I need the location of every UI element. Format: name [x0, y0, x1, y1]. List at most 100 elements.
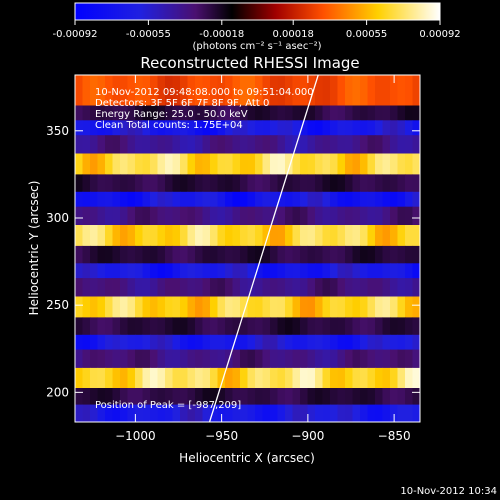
- heatmap-cell: [202, 278, 211, 297]
- heatmap-cell: [360, 153, 369, 175]
- colorbar: -0.00092 -0.00055 -0.00018 0.00018 0.00055 0.…: [53, 2, 461, 52]
- heatmap-cell: [97, 120, 106, 136]
- heatmap-cell: [105, 191, 114, 208]
- heatmap-cell: [120, 75, 129, 107]
- heatmap-cell: [180, 174, 189, 193]
- y-tick-label: 200: [46, 385, 69, 399]
- heatmap-cell: [270, 135, 279, 155]
- heatmap-cell: [412, 296, 420, 318]
- heatmap-cell: [195, 174, 204, 193]
- heatmap-cell: [397, 120, 406, 136]
- heatmap-cell: [120, 120, 129, 136]
- heatmap-cell: [75, 135, 84, 155]
- heatmap-cell: [112, 388, 121, 406]
- heatmap-cell: [300, 174, 309, 193]
- heatmap-cell: [390, 334, 399, 351]
- heatmap-cell: [202, 349, 211, 369]
- heatmap-cell: [412, 105, 420, 121]
- heatmap-cell: [277, 388, 286, 406]
- heatmap-cell: [307, 120, 316, 136]
- heatmap-cell: [105, 349, 114, 369]
- heatmap-cell: [375, 206, 384, 226]
- heatmap-cell: [180, 317, 189, 336]
- heatmap-cell: [405, 388, 414, 406]
- heatmap-cell: [285, 153, 294, 175]
- heatmap-cell: [322, 75, 331, 107]
- heatmap-cell: [247, 174, 256, 193]
- heatmap-cell: [330, 367, 339, 389]
- heatmap-cell: [90, 367, 99, 389]
- heatmap-cell: [225, 278, 234, 297]
- heatmap-cell: [82, 153, 91, 175]
- heatmap-cell: [262, 153, 271, 175]
- heatmap-cell: [180, 75, 189, 107]
- heatmap-cell: [255, 191, 264, 208]
- heatmap-cell: [210, 153, 219, 175]
- heatmap-cell: [225, 404, 234, 422]
- heatmap-cell: [375, 388, 384, 406]
- heatmap-cell: [120, 334, 129, 351]
- heatmap-cell: [397, 174, 406, 193]
- heatmap-cell: [315, 120, 324, 136]
- heatmap-cell: [75, 191, 84, 208]
- heatmap-cell: [277, 404, 286, 422]
- heatmap-cell: [112, 278, 121, 297]
- heatmap-cell: [97, 225, 106, 247]
- heatmap-cell: [135, 263, 144, 279]
- heatmap-cell: [292, 388, 301, 406]
- heatmap-cell: [255, 206, 264, 226]
- heatmap-cell: [217, 206, 226, 226]
- heatmap-cell: [412, 153, 420, 175]
- heatmap-cell: [180, 120, 189, 136]
- heatmap-cell: [285, 120, 294, 136]
- heatmap-cell: [277, 296, 286, 318]
- heatmap-cell: [262, 278, 271, 297]
- heatmap-cell: [157, 206, 166, 226]
- heatmap-cell: [247, 317, 256, 336]
- heatmap-cell: [82, 334, 91, 351]
- heatmap-cell: [360, 404, 369, 422]
- heatmap-cell: [315, 135, 324, 155]
- heatmap-cell: [97, 153, 106, 175]
- heatmap-cell: [180, 105, 189, 121]
- heatmap-cell: [225, 367, 234, 389]
- heatmap-cell: [405, 278, 414, 297]
- heatmap-cell: [187, 388, 196, 406]
- heatmap-cell: [330, 206, 339, 226]
- heatmap-cell: [97, 317, 106, 336]
- heatmap-cell: [322, 191, 331, 208]
- heatmap-cell: [337, 225, 346, 247]
- heatmap-cell: [187, 120, 196, 136]
- heatmap-cell: [195, 388, 204, 406]
- heatmap-cell: [255, 404, 264, 422]
- heatmap-cell: [127, 153, 136, 175]
- heatmap-cell: [75, 317, 84, 336]
- heatmap-cell: [240, 191, 249, 208]
- heatmap-cell: [300, 75, 309, 107]
- heatmap-cell: [195, 296, 204, 318]
- heatmap-cell: [120, 174, 129, 193]
- heatmap-cell: [262, 206, 271, 226]
- heatmap-cell: [300, 404, 309, 422]
- heatmap-cell: [210, 296, 219, 318]
- heatmap-cell: [307, 153, 316, 175]
- heatmap-cell: [307, 263, 316, 279]
- heatmap-cell: [180, 225, 189, 247]
- heatmap-cell: [217, 191, 226, 208]
- heatmap-cell: [337, 367, 346, 389]
- heatmap-cell: [345, 153, 354, 175]
- heatmap-cell: [382, 75, 391, 107]
- heatmap-cell: [142, 75, 151, 107]
- heatmap-cell: [307, 191, 316, 208]
- heatmap-cell: [150, 388, 159, 406]
- heatmap-cell: [307, 349, 316, 369]
- heatmap-cell: [232, 191, 241, 208]
- heatmap-cell: [330, 278, 339, 297]
- heatmap-cell: [405, 296, 414, 318]
- heatmap-cell: [210, 245, 219, 264]
- heatmap-cell: [202, 191, 211, 208]
- heatmap-cell: [345, 245, 354, 264]
- heatmap-cell: [90, 317, 99, 336]
- heatmap-cell: [367, 225, 376, 247]
- heatmap-cell: [97, 75, 106, 107]
